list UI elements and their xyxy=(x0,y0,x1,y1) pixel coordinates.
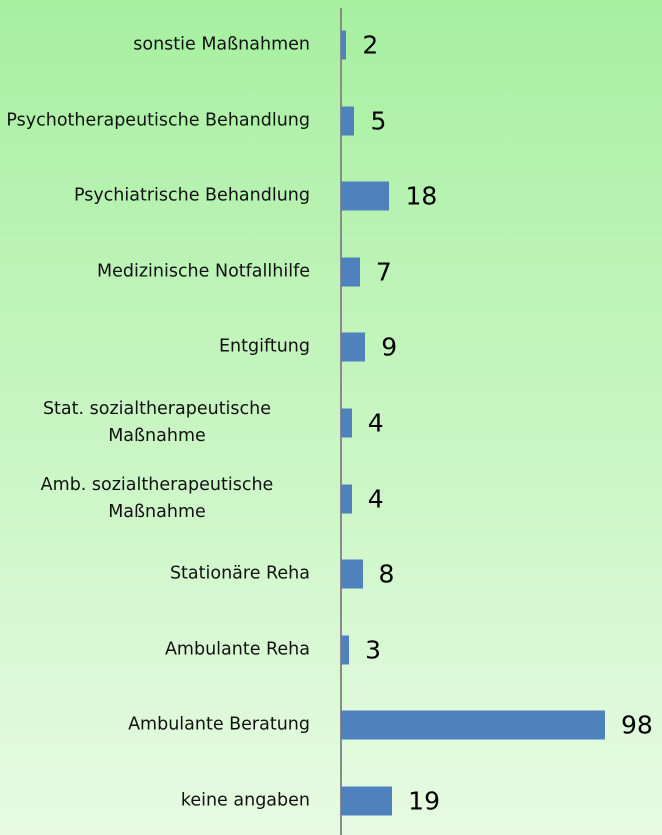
category-label: Stationäre Reha xyxy=(4,561,310,588)
value-label: 8 xyxy=(378,559,395,589)
bar xyxy=(341,559,363,589)
category-text: Stat. sozialtherapeutische Maßnahme xyxy=(42,399,272,446)
category-label: Entgiftung xyxy=(4,334,310,361)
category-label: Stat. sozialtherapeutische Maßnahme xyxy=(4,396,310,450)
category-text: Entgiftung xyxy=(219,336,310,357)
category-text: Amb. sozialtherapeutische Maßnahme xyxy=(40,474,274,522)
value-label: 7 xyxy=(375,257,392,287)
category-text: Ambulante Beratung xyxy=(128,714,310,735)
category-label: Ambulante Beratung xyxy=(4,712,310,739)
bar xyxy=(341,257,360,287)
bar xyxy=(341,710,605,740)
category-label: Ambulante Reha xyxy=(4,636,310,663)
value-label: 98 xyxy=(621,710,653,740)
axis-line xyxy=(340,8,342,835)
value-label: 2 xyxy=(362,30,379,60)
value-label: 9 xyxy=(381,332,398,362)
category-text: Medizinische Notfallhilfe xyxy=(96,261,310,282)
category-text: Stationäre Reha xyxy=(169,563,310,584)
category-label: Psychotherapeutische Behandlung xyxy=(4,107,310,134)
category-text: Psychotherapeutische Behandlung xyxy=(6,110,310,131)
category-label: sonstie Maßnahmen xyxy=(4,32,310,59)
category-label: Psychiatrische Behandlung xyxy=(4,183,310,210)
bar xyxy=(341,408,352,438)
bar xyxy=(341,484,352,514)
bar xyxy=(341,181,390,211)
value-label: 3 xyxy=(365,635,381,665)
category-text: keine angaben xyxy=(180,790,310,811)
value-label: 5 xyxy=(370,106,387,136)
category-label: keine angaben xyxy=(4,788,310,815)
bar xyxy=(341,786,393,816)
value-label: 19 xyxy=(408,786,440,816)
value-label: 4 xyxy=(367,408,384,438)
category-label: Medizinische Notfallhilfe xyxy=(4,258,310,285)
bar xyxy=(341,332,366,362)
bar xyxy=(341,635,350,665)
bar xyxy=(341,106,355,136)
bar xyxy=(341,30,347,60)
category-text: sonstie Maßnahmen xyxy=(133,34,310,55)
value-label: 4 xyxy=(367,484,384,514)
value-label: 18 xyxy=(405,181,438,211)
category-label: Amb. sozialtherapeutische Maßnahme xyxy=(4,472,310,526)
category-text: Ambulante Reha xyxy=(164,639,310,660)
category-text: Psychiatrische Behandlung xyxy=(73,185,310,206)
